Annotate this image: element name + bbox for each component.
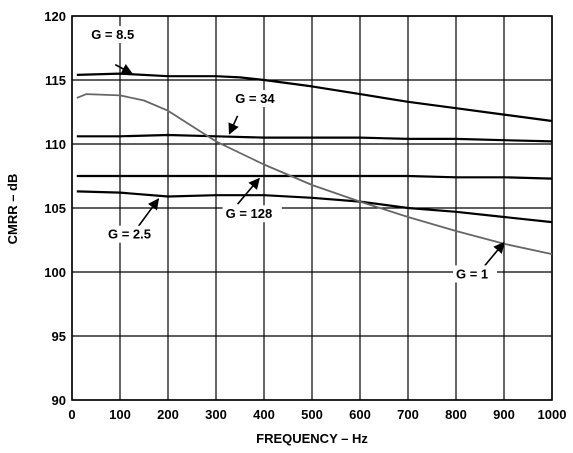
annotation-label-bg xyxy=(105,225,165,243)
plot-frame xyxy=(71,15,553,401)
annotation-arrow xyxy=(228,115,239,135)
y-tick-label: 105 xyxy=(44,201,66,216)
annotation-label-bg xyxy=(232,90,284,108)
annotation-label: G = 34 xyxy=(235,91,275,106)
series-line-g-8-5 xyxy=(76,72,553,123)
x-tick-label: 100 xyxy=(109,407,131,422)
x-tick-label: 600 xyxy=(349,407,371,422)
annotation-label-bg xyxy=(222,205,282,223)
x-tick-label: 200 xyxy=(157,407,179,422)
y-tick-label: 100 xyxy=(44,265,66,280)
x-tick-label: 0 xyxy=(68,407,75,422)
grid xyxy=(71,15,553,401)
x-tick-label: 800 xyxy=(445,407,467,422)
y-tick-label: 110 xyxy=(45,137,66,152)
tick-labels: 0 100 200 300 400 500 600 700 800 900 1000 90 95 100 1… xyxy=(44,9,566,422)
y-axis-label: CMRR – dB xyxy=(5,174,20,245)
annotation-label-bg xyxy=(453,265,497,283)
annotation-label: G = 128 xyxy=(226,206,273,221)
annotation-label: G = 8.5 xyxy=(91,27,134,42)
series-layer xyxy=(76,72,553,255)
x-tick-label: 500 xyxy=(301,407,323,422)
series-line-g-34 xyxy=(76,133,553,143)
annotations: G = 8.5 G = 34 G = 128 G = 2.5 G = 1 xyxy=(88,26,505,283)
series-line-g-1 xyxy=(76,93,553,255)
x-tick-label: 300 xyxy=(205,407,227,422)
annotation-label-bg xyxy=(88,26,148,44)
x-tick-label: 900 xyxy=(493,407,515,422)
x-tick-label: 1000 xyxy=(538,407,567,422)
annotation-arrow xyxy=(136,198,160,229)
annotation-arrow xyxy=(484,241,505,267)
annotation-label: G = 1 xyxy=(456,266,488,281)
series-line-g-2-5 xyxy=(76,190,553,224)
y-tick-label: 120 xyxy=(44,9,66,24)
series-line-g-128 xyxy=(76,174,553,180)
annotation-arrow xyxy=(236,177,260,205)
x-axis-label: FREQUENCY – Hz xyxy=(256,431,368,446)
y-tick-label: 95 xyxy=(52,329,66,344)
y-tick-label: 90 xyxy=(52,393,66,408)
y-tick-label: 115 xyxy=(45,73,66,88)
x-tick-label: 700 xyxy=(397,407,419,422)
x-tick-label: 400 xyxy=(253,407,275,422)
annotation-label: G = 2.5 xyxy=(108,227,151,242)
annotation-arrow xyxy=(114,63,133,75)
